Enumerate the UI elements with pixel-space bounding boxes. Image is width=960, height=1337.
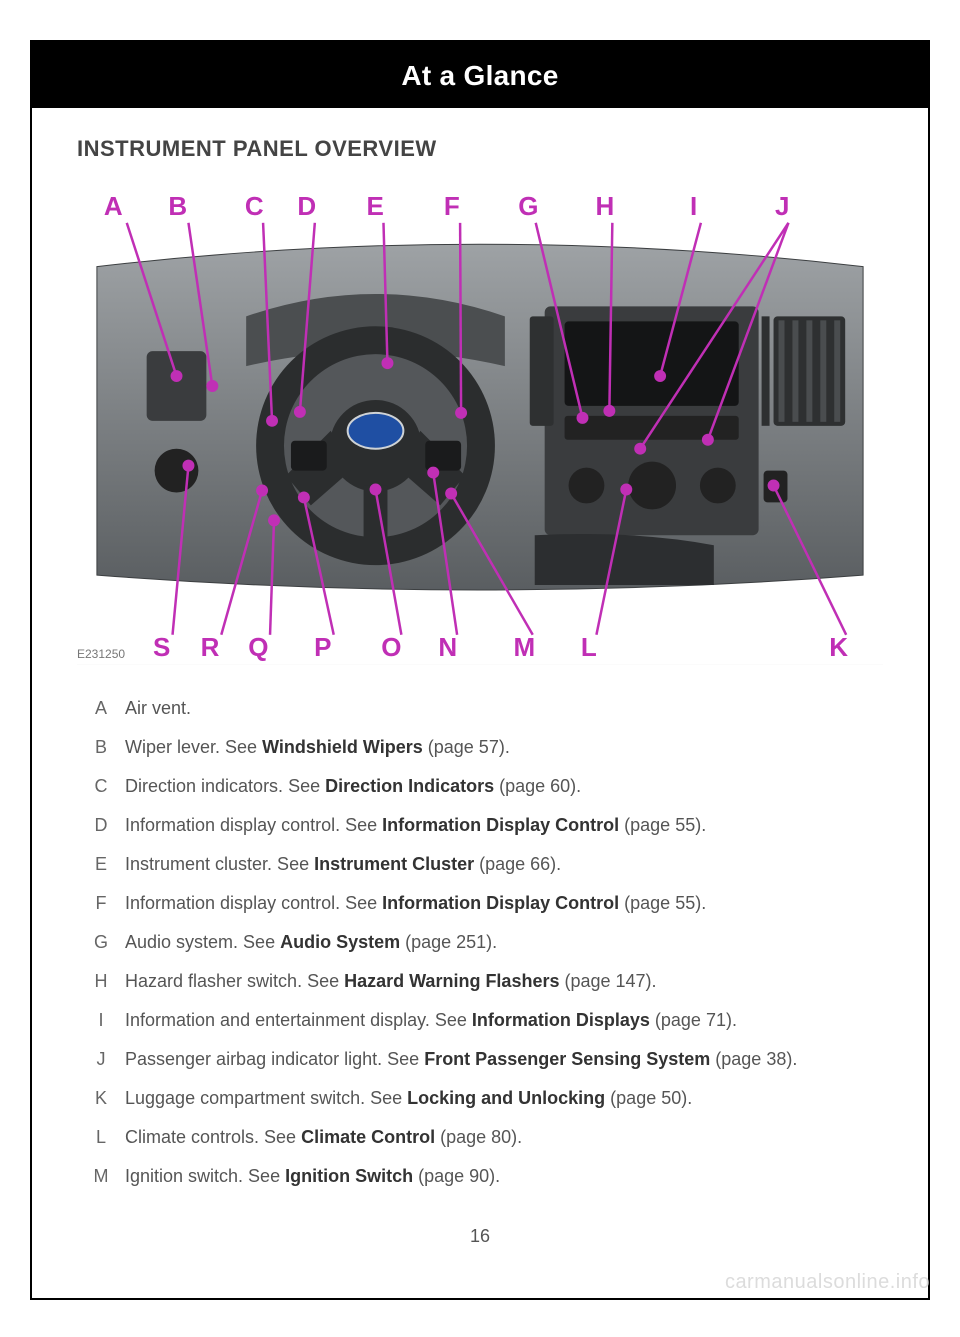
legend-row-L: LClimate controls. See Climate Control (… [77, 1118, 883, 1157]
page-container: At a Glance INSTRUMENT PANEL OVERVIEW AB… [30, 40, 930, 1300]
callout-label-M: M [513, 632, 535, 663]
legend-key: D [77, 812, 125, 839]
legend-key: A [77, 695, 125, 722]
callout-label-A: A [104, 191, 123, 222]
instrument-panel-diagram: A B C D E F G H I J SRQ P O N M L K [77, 187, 883, 665]
legend-text: Air vent. [125, 695, 883, 722]
legend-text: Ignition switch. See Ignition Switch (pa… [125, 1163, 883, 1190]
callout-label-G: G [518, 191, 538, 222]
legend-text: Instrument cluster. See Instrument Clust… [125, 851, 883, 878]
legend-text: Wiper lever. See Windshield Wipers (page… [125, 734, 883, 761]
legend-text: Information and entertainment display. S… [125, 1007, 883, 1034]
callout-label-O: O [381, 632, 401, 663]
legend-text: Hazard flasher switch. See Hazard Warnin… [125, 968, 883, 995]
page-header: At a Glance [32, 42, 928, 108]
legend-row-D: DInformation display control. See Inform… [77, 806, 883, 845]
callout-label-R: R [201, 632, 220, 663]
callout-label-N: N [438, 632, 457, 663]
legend-text: Information display control. See Informa… [125, 812, 883, 839]
callout-label-D: D [297, 191, 316, 222]
section-title: INSTRUMENT PANEL OVERVIEW [32, 108, 928, 172]
legend-row-H: HHazard flasher switch. See Hazard Warni… [77, 962, 883, 1001]
callout-label-Q: Q [248, 632, 268, 663]
legend-key: H [77, 968, 125, 995]
legend-key: L [77, 1124, 125, 1151]
legend-row-B: BWiper lever. See Windshield Wipers (pag… [77, 728, 883, 767]
callout-label-F: F [444, 191, 460, 222]
legend-key: F [77, 890, 125, 917]
legend-text: Audio system. See Audio System (page 251… [125, 929, 883, 956]
legend-row-K: KLuggage compartment switch. See Locking… [77, 1079, 883, 1118]
legend-key: G [77, 929, 125, 956]
callout-label-B: B [168, 191, 187, 222]
legend-key: I [77, 1007, 125, 1034]
legend-key: J [77, 1046, 125, 1073]
callout-label-C: C [245, 191, 264, 222]
callout-label-J: J [775, 191, 789, 222]
image-id: E231250 [77, 647, 125, 661]
legend-key: E [77, 851, 125, 878]
legend-key: C [77, 773, 125, 800]
callout-label-K: K [829, 632, 848, 663]
callout-label-P: P [314, 632, 331, 663]
legend-key: K [77, 1085, 125, 1112]
watermark: carmanualsonline.info [725, 1271, 930, 1294]
legend-text: Passenger airbag indicator light. See Fr… [125, 1046, 883, 1073]
legend-key: M [77, 1163, 125, 1190]
callout-label-I: I [690, 191, 697, 222]
legend-row-A: AAir vent. [77, 689, 883, 728]
callout-label-L: L [581, 632, 597, 663]
legend-row-I: IInformation and entertainment display. … [77, 1001, 883, 1040]
callout-label-S: S [153, 632, 170, 663]
legend-text: Climate controls. See Climate Control (p… [125, 1124, 883, 1151]
legend-list: AAir vent.BWiper lever. See Windshield W… [77, 689, 883, 1196]
legend-text: Luggage compartment switch. See Locking … [125, 1085, 883, 1112]
callout-label-E: E [367, 191, 384, 222]
legend-row-E: EInstrument cluster. See Instrument Clus… [77, 845, 883, 884]
legend-row-G: GAudio system. See Audio System (page 25… [77, 923, 883, 962]
legend-key: B [77, 734, 125, 761]
legend-row-F: FInformation display control. See Inform… [77, 884, 883, 923]
header-title: At a Glance [401, 60, 558, 91]
page-number: 16 [32, 1226, 928, 1247]
legend-text: Information display control. See Informa… [125, 890, 883, 917]
legend-row-C: CDirection indicators. See Direction Ind… [77, 767, 883, 806]
legend-row-M: MIgnition switch. See Ignition Switch (p… [77, 1157, 883, 1196]
callout-label-H: H [596, 191, 615, 222]
legend-text: Direction indicators. See Direction Indi… [125, 773, 883, 800]
legend-row-J: JPassenger airbag indicator light. See F… [77, 1040, 883, 1079]
